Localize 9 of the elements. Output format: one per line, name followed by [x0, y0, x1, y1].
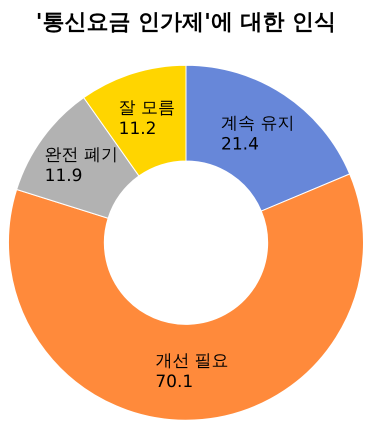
data-label: 11.2 [118, 119, 156, 140]
slice-label: 잘 모름 [118, 98, 176, 118]
slice-label: 계속 유지 [221, 114, 294, 134]
slice-label: 개선 필요 [155, 351, 229, 372]
data-label: 70.1 [155, 372, 194, 392]
slice-label: 완전 폐기 [44, 145, 118, 166]
chart-title: '통신요금 인가제'에 대한 인식 [36, 10, 336, 35]
data-label: 11.9 [44, 166, 82, 186]
data-label: 21.4 [221, 134, 259, 155]
